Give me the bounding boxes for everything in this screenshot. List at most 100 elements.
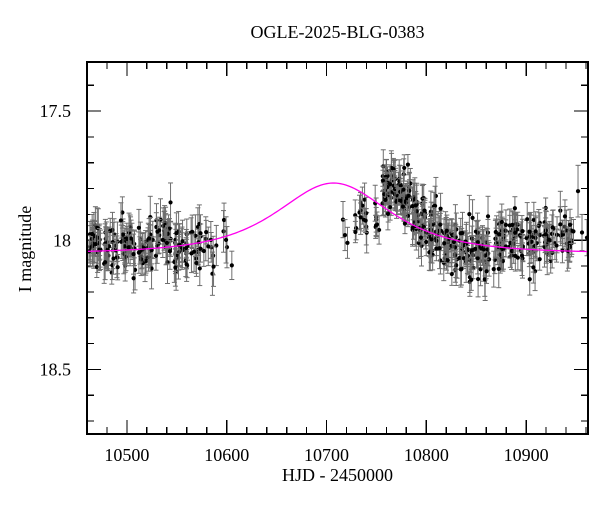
data-point [584,235,587,240]
data-point [550,225,555,230]
data-point [131,252,136,257]
data-point [527,229,532,234]
data-point [363,218,368,223]
data-point [418,235,424,240]
data-point [503,222,509,228]
data-point [362,197,367,202]
data-point [383,197,388,203]
data-point [153,253,159,258]
data-point [93,241,98,247]
data-point [204,230,209,235]
data-point [537,257,542,262]
data-point [546,237,551,242]
data-point [223,237,229,243]
data-point [360,203,365,208]
data-point [155,229,160,234]
x-axis-label: HJD - 2450000 [282,465,393,485]
data-point [118,218,124,223]
data-point [485,214,491,219]
data-point [414,209,419,214]
data-point [180,239,185,244]
data-point [94,264,99,270]
data-point [122,244,127,249]
data-point [543,232,548,237]
data-point [221,229,226,234]
data-point [482,277,487,282]
data-point [475,276,481,282]
data-point [111,256,116,261]
data-point [179,246,185,251]
data-point [385,211,391,217]
data-point [413,203,418,208]
data-point [136,225,142,230]
data-point [405,162,411,167]
data-point [136,250,142,255]
data-point [402,165,407,171]
data-point [194,260,199,266]
data-point [459,267,464,272]
data-point [164,240,169,246]
data-point [95,225,100,230]
data-point [221,217,227,223]
data-point [376,227,382,233]
data-point [410,225,415,230]
tick-labels: 10500 10600 10700 10800 10900 17.5 18 18.5 [40,101,549,465]
data-point [445,258,450,263]
data-point [531,265,536,270]
data-point [470,215,475,220]
data-point [567,222,573,227]
data-point [487,257,492,262]
data-point [442,241,447,246]
data-point [579,230,585,235]
data-point [224,245,230,250]
x-tick-label: 10900 [504,445,549,465]
data-point [402,221,408,226]
data-point [190,229,195,234]
data-point [201,248,206,254]
data-point [197,266,202,271]
data-point [451,239,456,245]
data-point [473,246,478,251]
data-point [120,232,126,237]
data-point [491,267,496,272]
data-point [467,212,472,217]
data-point [198,246,203,251]
data-point [449,271,454,277]
data-point [484,269,489,274]
data-point [520,228,525,234]
data-point [406,193,411,198]
data-point [198,231,203,236]
data-point [531,217,536,222]
data-point [364,211,369,216]
data-point [173,265,178,270]
data-point [168,200,173,205]
data-point [525,217,530,222]
data-points [88,149,587,301]
data-point [499,219,504,225]
data-point [400,204,406,209]
data-point [432,203,438,209]
data-point [410,204,415,209]
chart-title: OGLE-2025-BLG-0383 [250,22,425,42]
data-point [183,245,189,251]
data-point [358,215,363,220]
data-point [174,230,179,236]
data-point [434,246,439,251]
data-point [438,222,443,227]
data-point [562,214,568,219]
data-point [184,262,189,267]
data-point [388,205,393,210]
data-point [529,239,534,244]
data-point [497,232,502,237]
data-point [509,248,514,254]
data-point [131,276,136,281]
data-point [438,206,443,211]
data-point [410,197,416,202]
data-point [342,232,348,238]
data-point [382,188,387,193]
data-point [554,243,559,248]
data-point [424,239,429,245]
data-point [353,229,358,235]
data-point [575,189,581,194]
